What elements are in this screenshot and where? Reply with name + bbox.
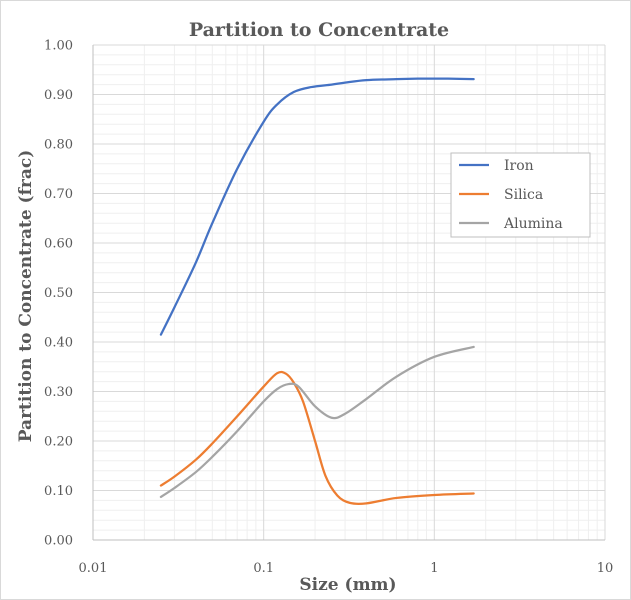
y-tick-label: 0.70 xyxy=(44,187,73,202)
y-tick-label: 0.30 xyxy=(44,385,73,400)
series-line-iron xyxy=(159,77,475,336)
y-tick-label: 0.40 xyxy=(44,336,73,351)
y-tick-label: 1.00 xyxy=(44,39,73,54)
series-line-alumina xyxy=(159,345,475,499)
y-tick-label: 0.00 xyxy=(44,534,73,549)
x-tick-label: 10 xyxy=(597,561,614,576)
y-tick-label: 0.10 xyxy=(44,484,73,499)
x-tick-label: 0.1 xyxy=(253,561,274,576)
x-tick-label: 1 xyxy=(430,561,438,576)
y-tick-label: 0.50 xyxy=(44,286,73,301)
y-tick-label: 0.20 xyxy=(44,435,73,450)
grid xyxy=(92,44,606,541)
x-axis-title: Size (mm) xyxy=(299,575,396,595)
y-tick-label: 0.90 xyxy=(44,88,73,103)
tick-labels: 0.01 0.1 1 10 0.00 0.10 0.20 0.30 0.40 0.50 0.60 0.… xyxy=(44,39,613,577)
y-tick-label: 0.60 xyxy=(44,237,73,252)
series-lines xyxy=(159,77,475,506)
axes xyxy=(92,45,605,541)
legend-label-iron: Iron xyxy=(504,158,534,174)
y-axis-title: Partition to Concentrate (frac) xyxy=(16,150,36,443)
x-tick-label: 0.01 xyxy=(79,561,108,576)
legend-label-silica: Silica xyxy=(504,187,543,203)
chart-title: Partition to Concentrate xyxy=(189,19,449,41)
legend: Iron Silica Alumina xyxy=(450,152,591,238)
y-tick-label: 0.80 xyxy=(44,138,73,153)
series-line-silica xyxy=(159,370,475,506)
legend-label-alumina: Alumina xyxy=(503,216,563,232)
